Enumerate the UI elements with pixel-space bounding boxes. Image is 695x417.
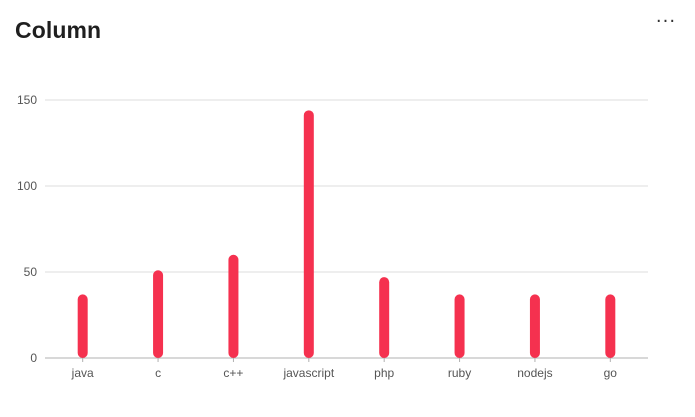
bars bbox=[77, 110, 616, 358]
x-tick-label: ruby bbox=[448, 366, 471, 380]
x-axis-ticks: java c c++ javascript php ruby nodejs go bbox=[71, 358, 618, 380]
x-tick-label: go bbox=[604, 366, 618, 380]
bar-go[interactable] bbox=[605, 294, 616, 358]
x-tick-label: nodejs bbox=[517, 366, 552, 380]
x-tick-label: c++ bbox=[223, 366, 243, 380]
x-tick-label: php bbox=[374, 366, 394, 380]
y-tick-label: 150 bbox=[17, 93, 37, 107]
bar-ruby[interactable] bbox=[454, 294, 465, 358]
x-tick-label: javascript bbox=[282, 366, 334, 380]
y-axis-ticks: 0 50 100 150 bbox=[17, 93, 37, 365]
bar-nodejs[interactable] bbox=[529, 294, 540, 358]
bar-javascript[interactable] bbox=[303, 110, 314, 358]
y-tick-label: 100 bbox=[17, 179, 37, 193]
x-tick-label: java bbox=[71, 366, 94, 380]
bar-php[interactable] bbox=[379, 277, 390, 358]
more-options-button[interactable]: ··· bbox=[650, 10, 682, 34]
x-tick-label: c bbox=[155, 366, 161, 380]
y-tick-label: 0 bbox=[30, 351, 37, 365]
chart-title: Column bbox=[15, 17, 102, 43]
y-tick-label: 50 bbox=[24, 265, 38, 279]
gridlines bbox=[45, 99, 648, 273]
bar-java[interactable] bbox=[77, 294, 88, 358]
bar-c[interactable] bbox=[153, 270, 164, 358]
bar-c-[interactable] bbox=[228, 254, 239, 358]
